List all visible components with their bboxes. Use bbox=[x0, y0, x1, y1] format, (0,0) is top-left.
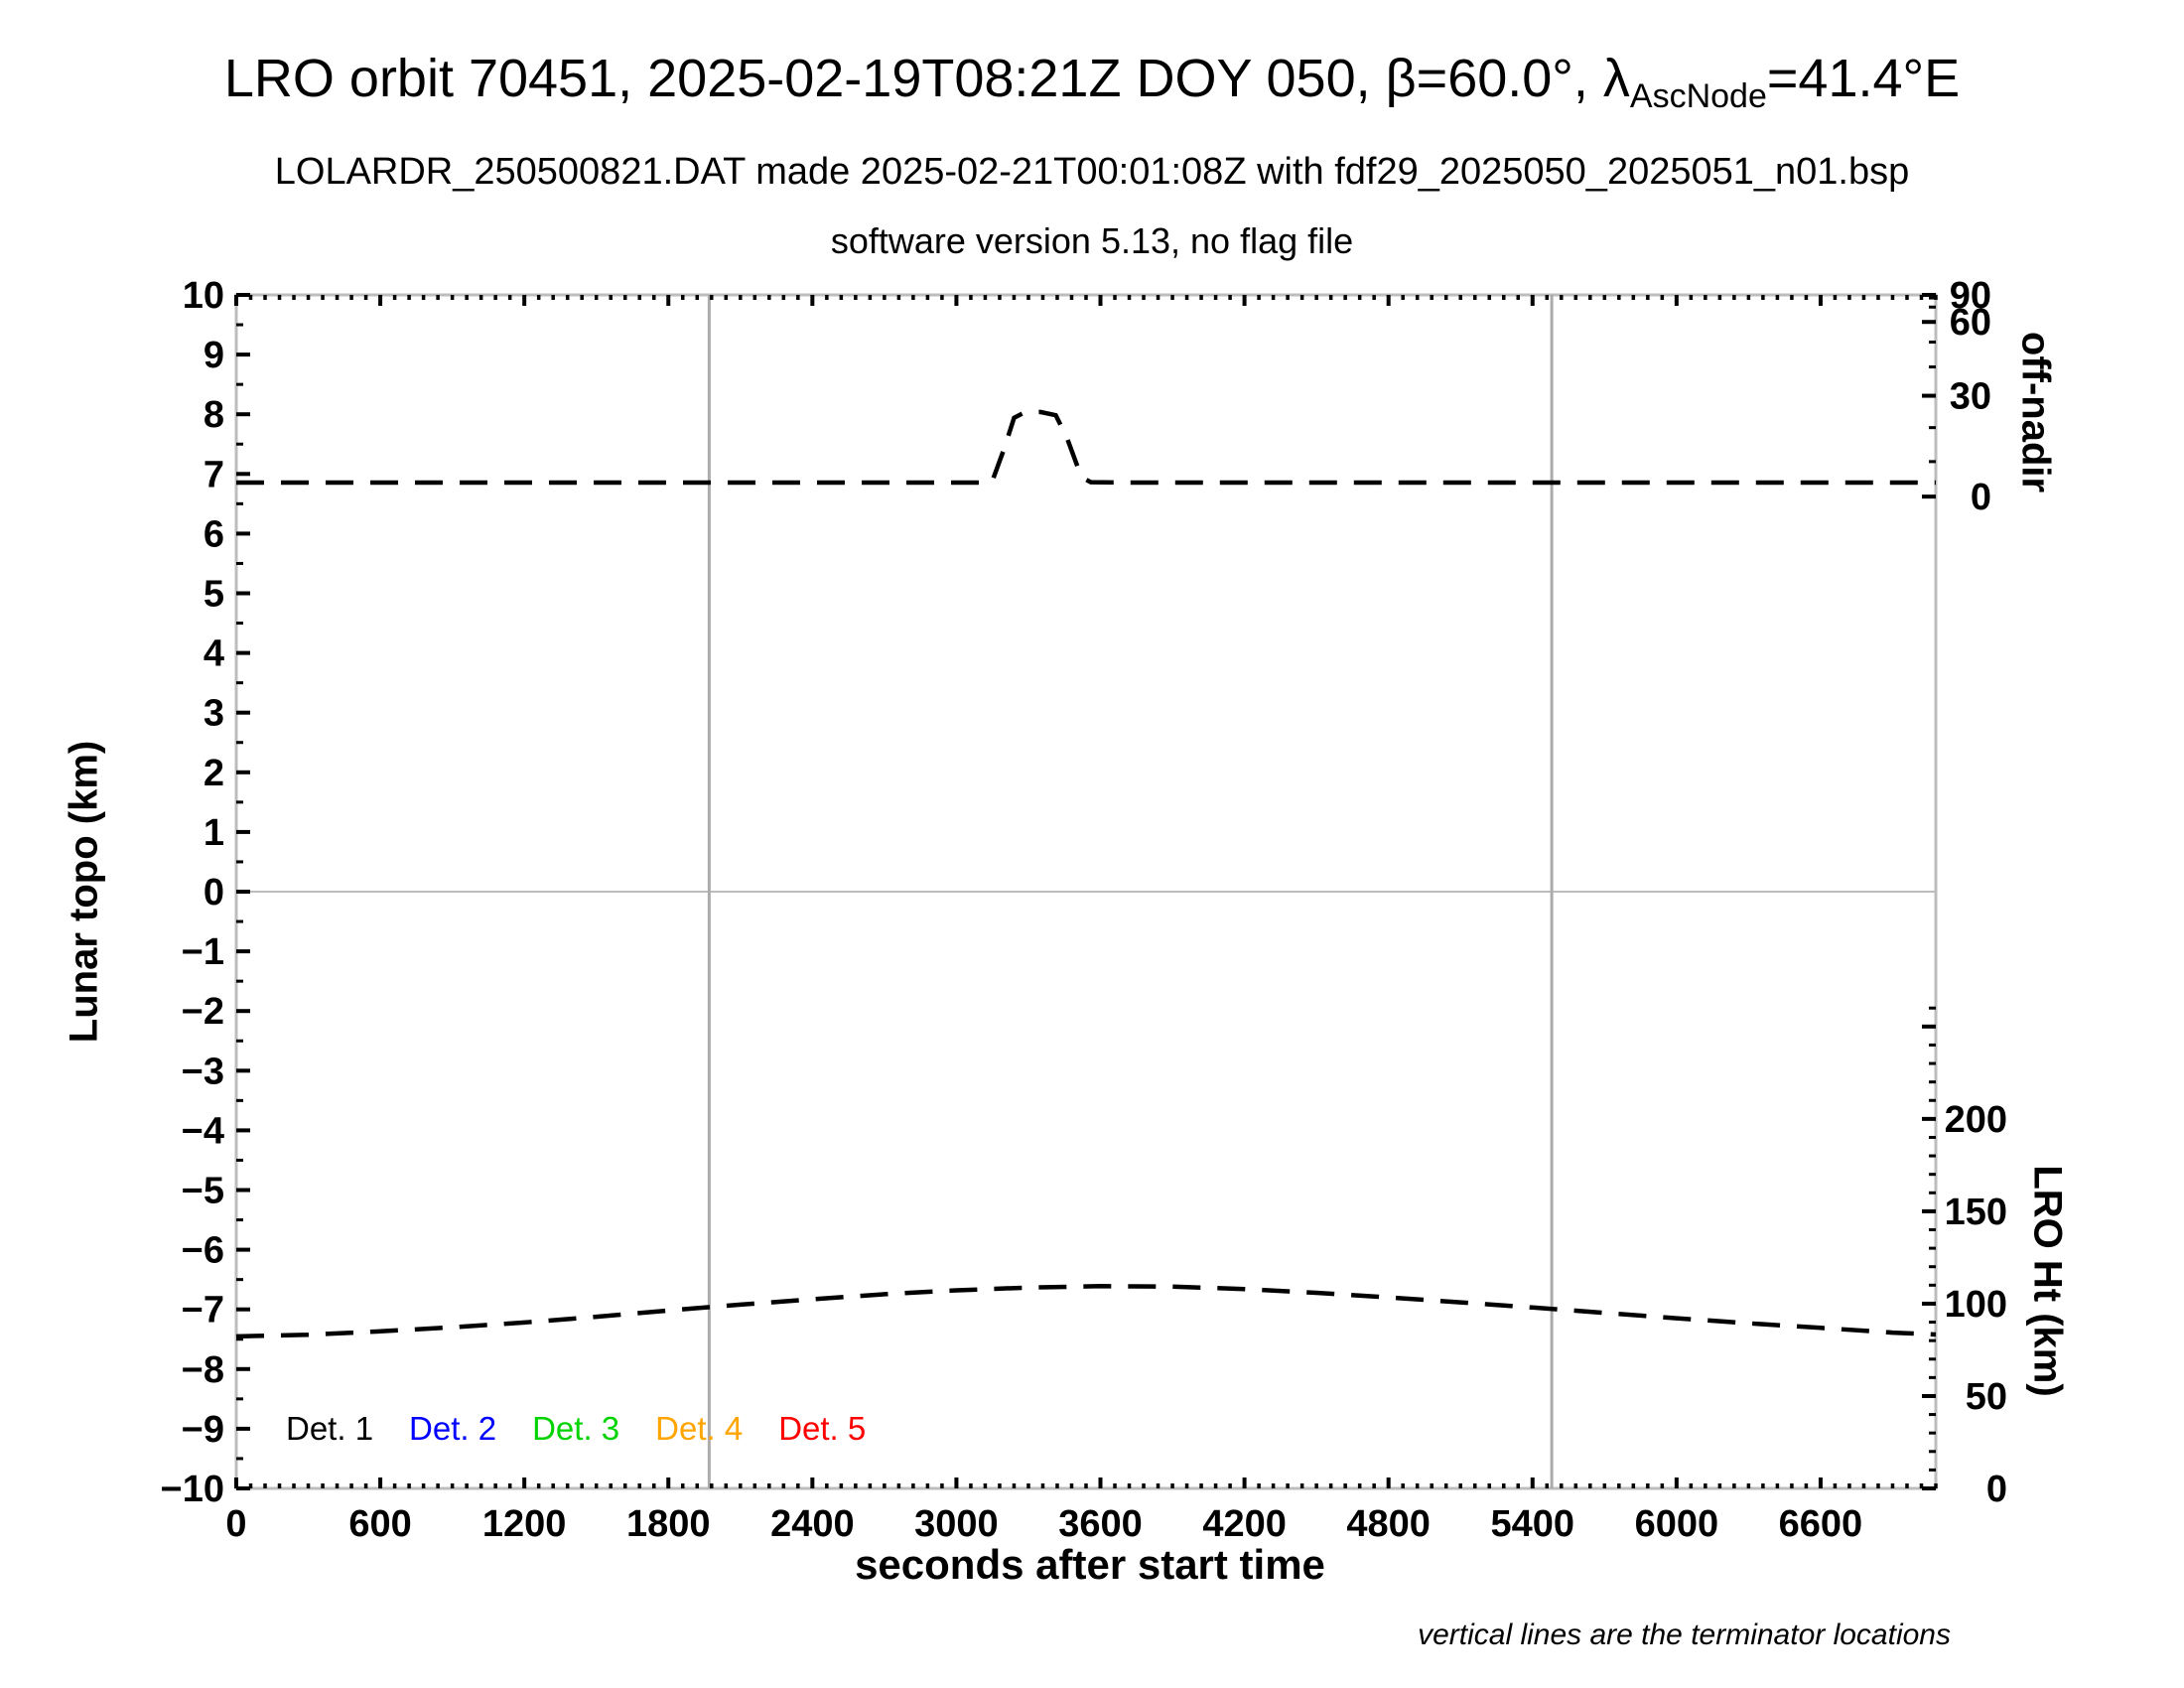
x-tick-label: 5400 bbox=[1490, 1503, 1574, 1545]
offnadir-tick-label: 0 bbox=[1971, 477, 1991, 518]
legend-item-det-3: Det. 3 bbox=[532, 1410, 620, 1447]
y-left-tick-label: 5 bbox=[204, 574, 224, 616]
legend-item-det-4: Det. 4 bbox=[655, 1410, 744, 1447]
ht-tick-label: 100 bbox=[1945, 1284, 2007, 1326]
ht-tick-label: 150 bbox=[1945, 1192, 2007, 1233]
y-left-tick-label: −9 bbox=[182, 1409, 224, 1451]
y-left-tick-label: 1 bbox=[204, 812, 224, 854]
title-suffix: =41.4°E bbox=[1766, 49, 1961, 108]
y-axis-label-lro-height: LRO Ht (km) bbox=[2025, 1165, 2070, 1397]
page-title: LRO orbit 70451, 2025-02-19T08:21Z DOY 0… bbox=[0, 48, 2184, 116]
y-left-tick-label: −6 bbox=[182, 1230, 224, 1272]
y-left-tick-label: 7 bbox=[204, 454, 224, 495]
x-tick-label: 4800 bbox=[1346, 1503, 1431, 1545]
y-left-tick-label: −10 bbox=[161, 1469, 224, 1510]
y-left-tick-label: −5 bbox=[182, 1171, 224, 1212]
offnadir-tick-label: 90 bbox=[1950, 275, 1991, 317]
y-left-tick-label: 6 bbox=[204, 513, 224, 555]
subtitle-file-info: LOLARDR_250500821.DAT made 2025-02-21T00… bbox=[274, 151, 1910, 193]
ht-tick-label: 0 bbox=[1986, 1469, 2007, 1510]
legend-item-det-5: Det. 5 bbox=[778, 1410, 867, 1447]
y-left-tick-label: −3 bbox=[182, 1051, 224, 1092]
y-left-tick-label: 10 bbox=[183, 275, 224, 317]
legend-item-det-1: Det. 1 bbox=[286, 1410, 374, 1447]
y-axis-label-off-nadir: off-nadir bbox=[2013, 331, 2058, 493]
y-left-tick-label: −2 bbox=[182, 991, 224, 1033]
offnadir-tick-label: 60 bbox=[1950, 302, 1991, 344]
y-left-tick-label: 2 bbox=[204, 753, 224, 794]
y-left-tick-label: −1 bbox=[182, 931, 224, 973]
y-left-tick-label: 4 bbox=[204, 633, 224, 675]
x-axis-label: seconds after start time bbox=[855, 1541, 1325, 1588]
ht-tick-label: 200 bbox=[1945, 1099, 2007, 1141]
series-lro-height bbox=[235, 1284, 1937, 1339]
y-left-tick-label: 0 bbox=[204, 872, 224, 914]
y-left-tick-label: 9 bbox=[204, 335, 224, 376]
y-left-tick-label: −8 bbox=[182, 1349, 224, 1391]
x-tick-label: 6600 bbox=[1779, 1503, 1863, 1545]
x-tick-label: 6000 bbox=[1635, 1503, 1719, 1545]
y-left-tick-label: −4 bbox=[182, 1110, 224, 1152]
x-tick-label: 2400 bbox=[770, 1503, 855, 1545]
detector-legend: Det. 1 Det. 2 Det. 3 Det. 4 Det. 5 bbox=[286, 1410, 866, 1448]
x-tick-label: 3600 bbox=[1058, 1503, 1143, 1545]
legend-item-det-2: Det. 2 bbox=[409, 1410, 497, 1447]
x-tick-label: 4200 bbox=[1202, 1503, 1287, 1545]
y-left-tick-label: 3 bbox=[204, 693, 224, 735]
y-left-tick-label: 8 bbox=[204, 394, 224, 436]
series-off-nadir-angle bbox=[236, 409, 1936, 486]
y-left-tick-label: −7 bbox=[182, 1290, 224, 1332]
ht-tick-label: 50 bbox=[1966, 1376, 2007, 1418]
x-tick-label: 1800 bbox=[626, 1503, 711, 1545]
terminator-footnote: vertical lines are the terminator locati… bbox=[1418, 1618, 1951, 1651]
title-subscript: AscNode bbox=[1629, 77, 1767, 115]
x-tick-label: 600 bbox=[348, 1503, 411, 1545]
x-tick-label: 3000 bbox=[914, 1503, 999, 1545]
offnadir-tick-label: 30 bbox=[1950, 376, 1991, 418]
x-tick-label: 0 bbox=[225, 1503, 246, 1545]
y-axis-label-left: Lunar topo (km) bbox=[62, 740, 106, 1044]
x-tick-label: 1200 bbox=[482, 1503, 567, 1545]
subtitle-software-version: software version 5.13, no flag file bbox=[830, 220, 1354, 261]
title-prefix: LRO orbit 70451, 2025-02-19T08:21Z DOY 0… bbox=[223, 49, 1630, 108]
